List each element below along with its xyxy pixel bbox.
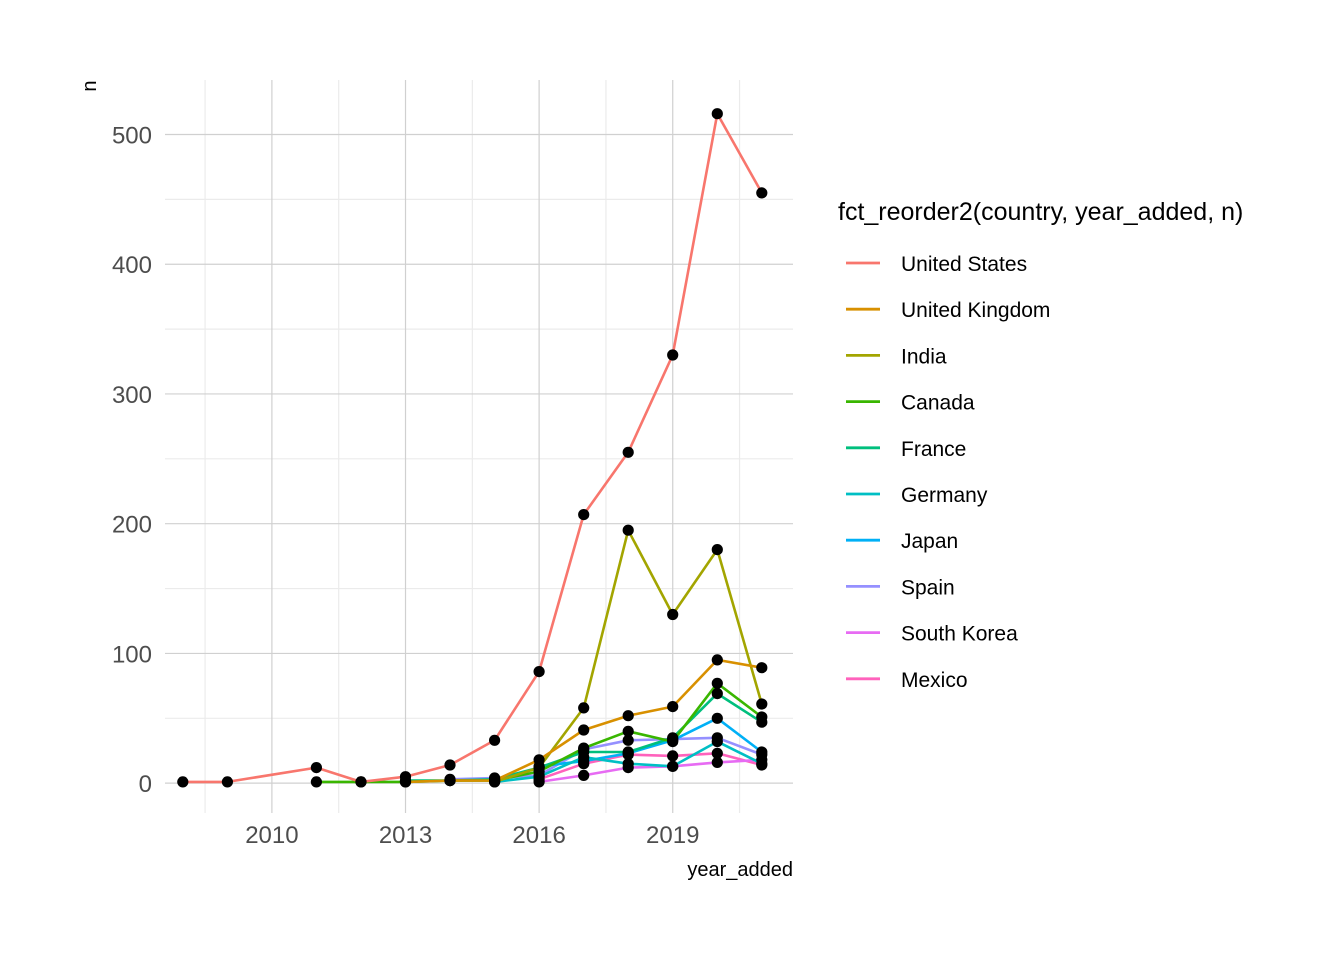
data-point xyxy=(711,654,723,666)
y-axis-ticks: 0 100 200 300 400 500 xyxy=(112,122,152,798)
x-tick-label: 2013 xyxy=(379,822,432,849)
legend-label: United Kingdom xyxy=(901,299,1050,322)
y-tick-label: 400 xyxy=(112,252,152,279)
data-point xyxy=(533,666,545,678)
legend: fct_reorder2(country, year_added, n) Uni… xyxy=(838,198,1243,692)
x-axis-ticks: 2010 2013 2016 2019 xyxy=(245,822,699,849)
data-point xyxy=(622,446,634,458)
data-point xyxy=(444,773,456,785)
data-point xyxy=(489,734,501,746)
data-point xyxy=(622,524,634,536)
data-point xyxy=(533,773,545,785)
x-axis-title: year_added xyxy=(687,859,793,881)
y-tick-label: 300 xyxy=(112,382,152,409)
y-axis-title: n xyxy=(79,80,101,91)
legend-label: India xyxy=(901,345,947,368)
data-point xyxy=(221,776,233,788)
data-point xyxy=(667,349,679,361)
data-point xyxy=(756,759,768,771)
y-tick-label: 500 xyxy=(112,122,152,149)
legend-label: South Korea xyxy=(901,623,1018,646)
data-point xyxy=(622,749,634,761)
data-point xyxy=(622,734,634,746)
legend-items: United States United Kingdom India Canada Fr… xyxy=(846,253,1050,692)
data-point xyxy=(578,743,590,756)
data-point xyxy=(177,776,189,788)
data-point xyxy=(310,762,322,774)
data-point xyxy=(667,733,679,745)
series-line xyxy=(538,752,763,781)
y-tick-label: 100 xyxy=(112,641,152,668)
series-line xyxy=(538,758,762,784)
series-line xyxy=(538,717,763,768)
data-point xyxy=(711,677,723,689)
legend-label: France xyxy=(901,438,966,461)
data-point xyxy=(622,762,634,774)
data-point xyxy=(578,724,590,736)
x-tick-label: 2010 xyxy=(245,822,298,849)
data-point xyxy=(578,758,590,770)
grid-lines xyxy=(165,80,793,813)
data-point xyxy=(711,756,723,769)
data-point xyxy=(711,544,723,556)
data-point xyxy=(756,662,768,674)
data-point xyxy=(444,759,456,771)
data-point xyxy=(711,712,723,724)
legend-label: United States xyxy=(901,253,1027,276)
data-point xyxy=(711,732,723,744)
data-point xyxy=(667,750,679,762)
data-point xyxy=(756,698,768,710)
x-tick-label: 2019 xyxy=(646,822,699,849)
x-tick-label: 2016 xyxy=(512,822,565,849)
legend-label: Germany xyxy=(901,484,988,507)
data-point xyxy=(711,688,723,700)
legend-label: Canada xyxy=(901,392,975,415)
data-point xyxy=(711,747,723,759)
data-point xyxy=(622,725,634,737)
data-point xyxy=(489,772,501,784)
data-point xyxy=(578,702,590,714)
data-point xyxy=(578,508,590,521)
data-point xyxy=(667,701,679,713)
data-point xyxy=(667,760,679,772)
data-point xyxy=(711,108,723,120)
data-point xyxy=(756,187,768,199)
legend-label: Mexico xyxy=(901,669,968,692)
y-tick-label: 0 xyxy=(139,771,152,798)
data-point xyxy=(399,775,412,787)
legend-label: Japan xyxy=(901,530,958,553)
y-tick-label: 200 xyxy=(112,512,152,539)
data-point xyxy=(578,769,590,782)
data-point xyxy=(667,608,679,621)
legend-title: fct_reorder2(country, year_added, n) xyxy=(838,198,1243,226)
data-point xyxy=(533,760,545,772)
series-points xyxy=(177,108,768,788)
legend-label: Spain xyxy=(901,576,955,599)
data-point xyxy=(622,710,634,722)
data-point xyxy=(310,776,322,788)
data-point xyxy=(355,776,367,788)
data-point xyxy=(756,716,768,728)
